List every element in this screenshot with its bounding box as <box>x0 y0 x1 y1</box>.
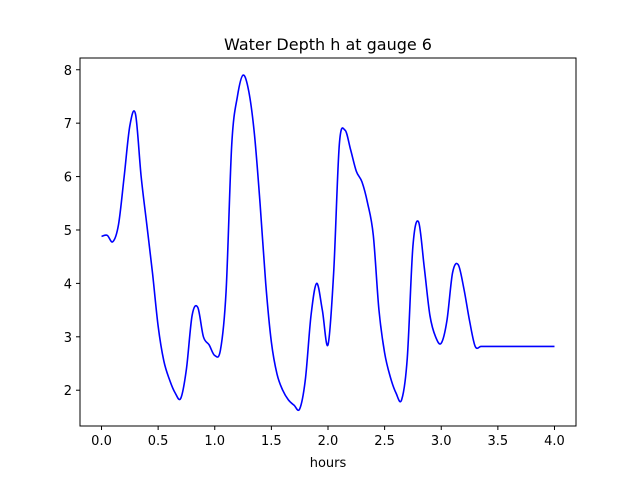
y-tick-label: 8 <box>64 64 72 79</box>
y-tick-label: 3 <box>64 331 72 346</box>
x-tick-label: 1.5 <box>261 434 282 449</box>
y-tick-label: 6 <box>64 171 72 186</box>
x-tick-label: 0.0 <box>91 434 112 449</box>
y-tick-label: 5 <box>64 224 72 239</box>
x-axis-label: hours <box>310 456 347 471</box>
x-tick-label: 3.0 <box>431 434 452 449</box>
series-line-water-depth <box>101 74 555 412</box>
plot-frame <box>79 57 577 427</box>
series-layer <box>101 74 555 412</box>
x-tick-label: 0.5 <box>148 434 169 449</box>
y-tick-label: 7 <box>64 117 72 132</box>
x-axis-ticks: 0.0 0.5 1.0 1.5 2.0 2.5 3.0 3.5 4.0 <box>91 426 565 449</box>
x-tick-label: 1.0 <box>204 434 225 449</box>
y-axis-ticks: 2 3 4 5 6 7 8 <box>64 64 80 399</box>
y-tick-label: 4 <box>64 277 72 292</box>
chart-title: Water Depth h at gauge 6 <box>224 35 432 54</box>
x-tick-label: 4.0 <box>544 434 565 449</box>
y-tick-label: 2 <box>64 384 72 399</box>
x-tick-label: 2.5 <box>374 434 395 449</box>
x-tick-label: 3.5 <box>488 434 509 449</box>
x-tick-label: 2.0 <box>318 434 339 449</box>
